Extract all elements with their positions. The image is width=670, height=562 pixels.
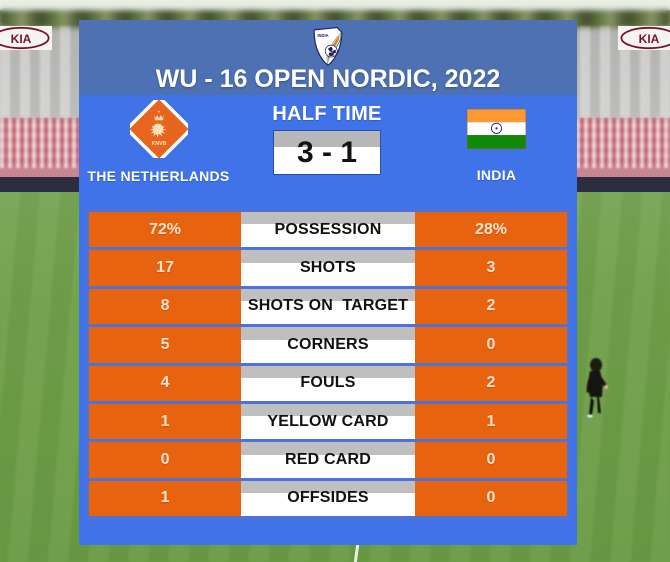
svg-text:KIA: KIA (639, 32, 660, 46)
svg-text:KIA: KIA (11, 32, 32, 46)
svg-text:KNVB: KNVB (151, 141, 166, 147)
svg-text:INDIA: INDIA (317, 33, 328, 38)
